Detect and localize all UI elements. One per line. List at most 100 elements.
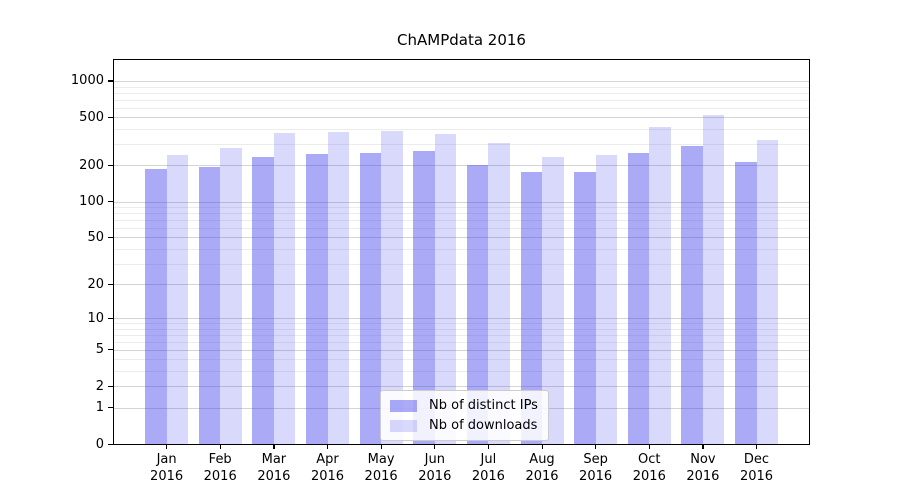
x-tick-label-mar: Mar 2016 <box>242 451 306 485</box>
x-tick-mark-sep <box>595 444 597 449</box>
major-gridline-200 <box>114 165 809 167</box>
x-tick-label-oct: Oct 2016 <box>617 451 681 485</box>
bar-dec-downloads <box>756 140 778 444</box>
y-tick-mark-200 <box>108 164 113 166</box>
bar-mar-ips <box>252 157 274 444</box>
x-tick-month-mar: Mar <box>261 452 287 467</box>
bar-sep-ips <box>574 171 596 444</box>
y-tick-mark-500 <box>108 116 113 118</box>
minor-gridline-8 <box>114 328 809 330</box>
bar-jan-ips <box>145 169 167 444</box>
minor-gridline-4 <box>114 359 809 361</box>
x-tick-label-nov: Nov 2016 <box>671 451 735 485</box>
minor-gridline-400 <box>114 129 809 130</box>
y-tick-label-5: 5 <box>95 342 104 358</box>
x-tick-label-apr: Apr 2016 <box>296 451 360 485</box>
major-gridline-20 <box>114 284 809 285</box>
y-tick-mark-1000 <box>108 80 113 82</box>
bar-may-downloads <box>381 131 403 444</box>
legend-item-distinct-ips: Nb of distinct IPs <box>390 398 538 413</box>
x-tick-month-may: May <box>367 452 395 467</box>
bar-oct-downloads <box>649 127 671 444</box>
legend: Nb of distinct IPs Nb of downloads <box>380 390 549 441</box>
x-tick-year-jul: 2016 <box>471 469 505 484</box>
x-tick-label-jan: Jan 2016 <box>135 451 199 485</box>
x-tick-mark-aug <box>541 444 543 449</box>
legend-swatch-downloads <box>390 419 417 432</box>
x-tick-month-apr: Apr <box>316 452 339 467</box>
y-tick-label-1: 1 <box>95 400 104 416</box>
y-tick-mark-2 <box>108 385 113 387</box>
minor-gridline-80 <box>114 213 809 215</box>
y-tick-label-10: 10 <box>87 310 104 326</box>
minor-gridline-40 <box>114 248 809 250</box>
minor-gridline-7 <box>114 334 809 336</box>
minor-gridline-60 <box>114 228 809 229</box>
major-gridline-10 <box>114 318 809 319</box>
legend-item-downloads: Nb of downloads <box>390 418 538 433</box>
y-tick-mark-20 <box>108 283 113 285</box>
major-gridline-1000 <box>114 80 809 82</box>
y-tick-label-1000: 1000 <box>70 73 104 89</box>
x-tick-mark-dec <box>756 444 758 449</box>
minor-gridline-9 <box>114 323 809 324</box>
bar-nov-downloads <box>702 115 725 444</box>
x-tick-year-apr: 2016 <box>310 469 345 484</box>
x-tick-mark-jun <box>434 444 436 449</box>
y-tick-mark-100 <box>108 201 113 203</box>
x-tick-year-nov: 2016 <box>686 469 720 484</box>
x-tick-year-sep: 2016 <box>579 469 613 484</box>
y-tick-label-50: 50 <box>87 229 104 245</box>
x-tick-label-jun: Jun 2016 <box>403 451 467 485</box>
bar-feb-downloads <box>220 148 242 444</box>
bar-feb-ips <box>198 167 221 444</box>
y-tick-mark-50 <box>108 236 113 239</box>
y-tick-label-500: 500 <box>79 109 104 125</box>
y-tick-label-100: 100 <box>79 194 104 209</box>
x-tick-month-jul: Jul <box>480 452 497 467</box>
bar-apr-ips <box>306 154 328 444</box>
bar-oct-ips <box>627 152 650 444</box>
y-tick-label-200: 200 <box>79 157 104 173</box>
minor-gridline-300 <box>114 144 809 146</box>
bar-dec-ips <box>735 161 757 444</box>
x-tick-label-dec: Dec 2016 <box>725 451 789 485</box>
x-tick-year-mar: 2016 <box>257 469 291 484</box>
x-tick-mark-feb <box>219 444 221 449</box>
x-tick-label-jul: Jul 2016 <box>456 451 520 485</box>
y-tick-mark-10 <box>108 317 113 319</box>
x-tick-year-oct: 2016 <box>632 469 666 484</box>
chart-title: ChAMPdata 2016 <box>397 31 526 49</box>
x-tick-label-may: May 2016 <box>349 451 413 485</box>
x-tick-month-aug: Aug <box>529 452 555 467</box>
x-tick-month-feb: Feb <box>208 452 232 467</box>
x-tick-year-dec: 2016 <box>739 469 774 484</box>
major-gridline-100 <box>114 201 809 203</box>
bar-sep-downloads <box>595 154 618 444</box>
minor-gridline-700 <box>114 99 809 101</box>
x-tick-label-aug: Aug 2016 <box>510 451 574 485</box>
bar-nov-ips <box>681 145 703 444</box>
bar-jun-ips <box>413 151 435 444</box>
x-tick-label-sep: Sep 2016 <box>564 451 628 485</box>
y-tick-label-2: 2 <box>95 378 104 394</box>
minor-gridline-600 <box>114 107 809 109</box>
plot-area: Nb of distinct IPs Nb of downloads <box>113 59 810 445</box>
major-gridline-500 <box>114 117 809 119</box>
x-tick-year-aug: 2016 <box>525 469 559 484</box>
bar-jan-downloads <box>166 154 189 444</box>
minor-gridline-6 <box>114 341 809 343</box>
x-tick-mark-apr <box>327 444 329 449</box>
y-tick-label-0: 0 <box>95 436 104 452</box>
x-tick-mark-mar <box>273 444 275 449</box>
bar-jun-downloads <box>434 134 457 444</box>
y-tick-mark-1 <box>108 407 113 409</box>
bar-may-ips <box>359 153 382 444</box>
x-tick-month-nov: Nov <box>690 452 716 467</box>
x-tick-mark-may <box>380 444 382 449</box>
x-tick-year-feb: 2016 <box>203 469 237 484</box>
minor-gridline-30 <box>114 263 809 265</box>
x-tick-year-jan: 2016 <box>150 469 184 484</box>
x-tick-month-dec: Dec <box>743 452 770 467</box>
